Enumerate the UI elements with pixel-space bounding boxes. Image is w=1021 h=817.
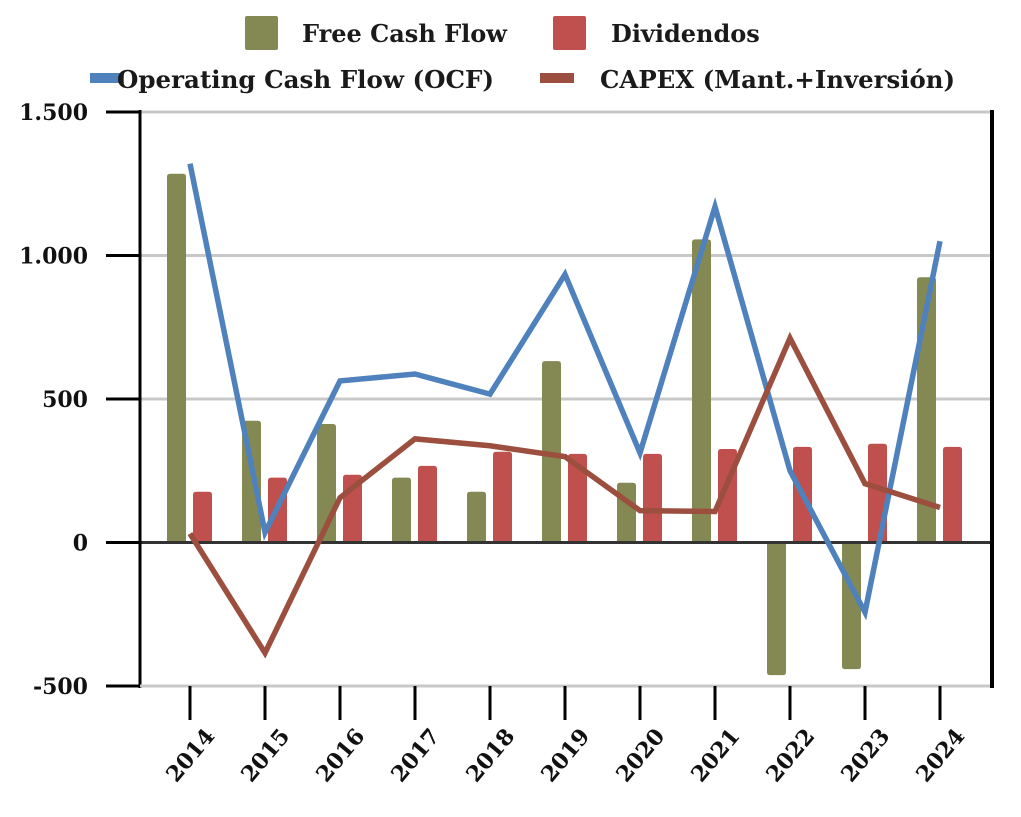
bar-free-cash-flow-2019 xyxy=(542,361,561,543)
x-tick-label: 2020 xyxy=(611,724,670,788)
y-axis-ticks: -500 0 500 1.000 1.500 xyxy=(19,100,140,700)
bar-dividendos-2020 xyxy=(643,453,662,543)
y-tick-label: 1.000 xyxy=(19,244,88,270)
line-operating-cash-flow-ocf xyxy=(187,163,943,621)
bar-dividendos-2018 xyxy=(493,451,512,543)
bar-dividendos-2017 xyxy=(418,465,437,543)
x-tick-label: 2018 xyxy=(461,724,520,788)
bar-dividendos-2019 xyxy=(568,453,587,543)
x-axis-ticks: 2014 2015 2016 2017 2018 2019 2020 2021 2022 2023… xyxy=(161,686,970,787)
x-tick-label: 2023 xyxy=(836,724,895,788)
legend-label-free-cash-flow: Free Cash Flow xyxy=(302,19,508,48)
legend-swatch-free-cash-flow xyxy=(245,16,278,50)
x-tick-label: 2016 xyxy=(311,724,370,788)
legend-item-free-cash-flow: Free Cash Flow xyxy=(245,16,508,50)
y-tick-label: 500 xyxy=(42,387,88,413)
x-tick-label: 2014 xyxy=(161,724,220,788)
x-tick-label: 2015 xyxy=(236,724,295,788)
y-tick-label: -500 xyxy=(33,674,88,700)
legend-item-dividendos: Dividendos xyxy=(553,16,760,50)
line-capex-mant-inversi-n xyxy=(187,331,941,659)
legend-label-capex: CAPEX (Mant.+Inversión) xyxy=(600,65,955,94)
legend: Free Cash Flow Dividendos Operating Cash… xyxy=(90,16,955,94)
bar-free-cash-flow-2021 xyxy=(692,239,711,543)
x-tick-label: 2017 xyxy=(386,724,445,788)
bars xyxy=(167,173,962,676)
legend-swatch-capex xyxy=(540,73,574,83)
legend-swatch-dividendos xyxy=(553,16,586,50)
legend-item-ocf: Operating Cash Flow (OCF) xyxy=(90,65,494,94)
series-lines xyxy=(187,163,943,659)
x-tick-label: 2024 xyxy=(911,724,970,788)
bar-free-cash-flow-2014 xyxy=(167,173,186,543)
bar-free-cash-flow-2020 xyxy=(617,482,636,543)
x-tick-label: 2022 xyxy=(761,724,820,788)
legend-label-ocf: Operating Cash Flow (OCF) xyxy=(117,65,494,94)
gridlines xyxy=(140,110,990,688)
x-tick-label: 2019 xyxy=(536,724,595,788)
bar-free-cash-flow-2022 xyxy=(767,542,786,676)
y-tick-label: 0 xyxy=(73,531,88,557)
bar-free-cash-flow-2017 xyxy=(392,477,411,543)
y-tick-label: 1.500 xyxy=(19,100,88,126)
x-tick-label: 2021 xyxy=(686,724,745,788)
bar-free-cash-flow-2023 xyxy=(842,542,861,670)
legend-item-capex: CAPEX (Mant.+Inversión) xyxy=(540,65,955,94)
bar-free-cash-flow-2018 xyxy=(467,491,486,543)
bar-dividendos-2014 xyxy=(193,491,212,543)
legend-label-dividendos: Dividendos xyxy=(611,19,760,48)
legend-swatch-ocf xyxy=(90,73,124,83)
bar-dividendos-2024 xyxy=(943,446,962,543)
